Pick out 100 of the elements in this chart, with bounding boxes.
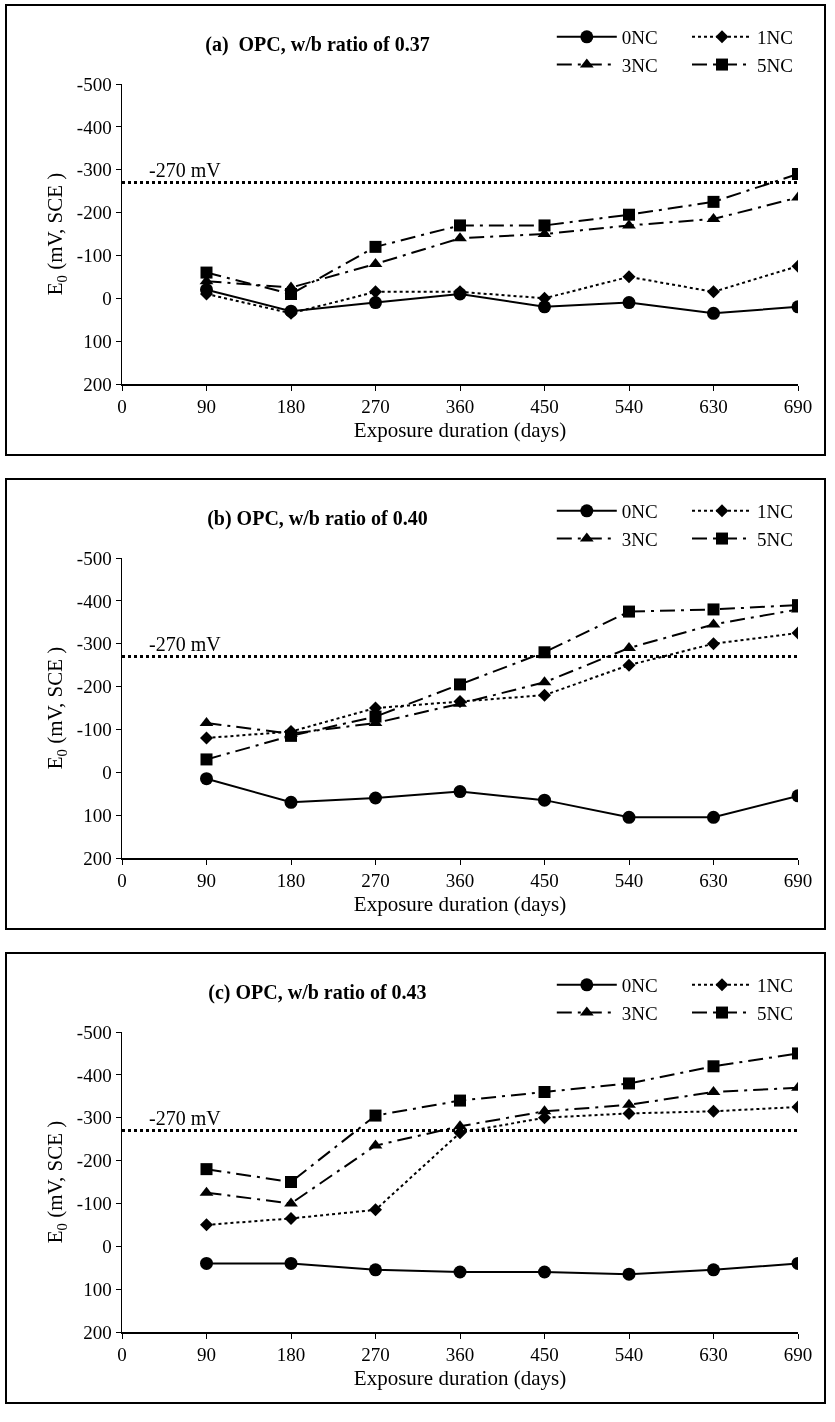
y-tick-label: -400 xyxy=(76,590,112,612)
point xyxy=(454,678,466,691)
point xyxy=(453,1120,467,1130)
x-tick-label: 270 xyxy=(361,1344,390,1366)
y-tick-label: -100 xyxy=(76,1193,112,1215)
point xyxy=(453,785,467,799)
legend-label: 5NC xyxy=(757,528,793,550)
y-tick-label: -100 xyxy=(76,245,112,267)
legend-label: 1NC xyxy=(757,27,793,49)
y-tick-label: -500 xyxy=(76,547,112,569)
legend-label: 1NC xyxy=(757,975,793,997)
point xyxy=(285,1176,297,1188)
x-tick-label: 90 xyxy=(197,870,216,892)
y-tick-label: -100 xyxy=(76,719,112,741)
y-tick-label: 200 xyxy=(83,1321,112,1343)
point xyxy=(538,219,551,232)
y-tick-label: 100 xyxy=(83,804,112,826)
x-axis-title: Exposure duration (days) xyxy=(353,1366,567,1391)
point xyxy=(707,603,720,616)
x-tick-label: 360 xyxy=(445,396,475,418)
y-tick-label: -200 xyxy=(76,676,112,698)
ref-line-label: -270 mV xyxy=(149,633,222,655)
point xyxy=(707,1263,720,1277)
point xyxy=(369,1109,382,1122)
point xyxy=(369,1263,382,1277)
legend-label: 0NC xyxy=(621,501,658,523)
point xyxy=(200,1256,213,1270)
point xyxy=(623,1077,635,1090)
x-tick-label: 0 xyxy=(117,870,127,892)
point xyxy=(707,1060,720,1073)
point xyxy=(285,288,297,300)
x-tick-label: 180 xyxy=(276,1344,306,1366)
y-tick-label: -400 xyxy=(76,116,112,138)
x-tick-label: 0 xyxy=(117,1344,127,1366)
x-tick-label: 540 xyxy=(614,870,644,892)
x-tick-label: 630 xyxy=(699,1344,728,1366)
chart-title: (a) OPC, w/b ratio of 0.37 xyxy=(205,33,430,57)
point xyxy=(622,296,636,310)
point xyxy=(200,1163,213,1176)
point xyxy=(707,810,720,824)
legend-label: 3NC xyxy=(621,54,658,76)
point xyxy=(538,688,551,702)
point xyxy=(538,1265,551,1279)
point xyxy=(707,306,720,320)
x-tick-label: 540 xyxy=(614,1344,644,1366)
x-tick-label: 90 xyxy=(197,1344,216,1366)
y-tick-label: -300 xyxy=(76,159,112,181)
point xyxy=(454,219,466,232)
y-tick-label: -300 xyxy=(76,1107,112,1129)
x-tick-label: 690 xyxy=(783,396,813,418)
point xyxy=(454,1094,466,1107)
x-tick-label: 360 xyxy=(445,870,475,892)
y-tick-label: 200 xyxy=(83,847,112,869)
x-tick-label: 450 xyxy=(530,396,559,418)
legend-label: 5NC xyxy=(757,1002,793,1024)
point xyxy=(369,791,382,805)
point xyxy=(369,240,382,253)
point xyxy=(622,810,636,824)
point xyxy=(200,772,213,786)
point xyxy=(622,1106,636,1120)
legend-label: 5NC xyxy=(757,54,793,76)
x-tick-label: 690 xyxy=(783,870,813,892)
point xyxy=(623,208,635,221)
point xyxy=(369,296,382,310)
x-tick-label: 270 xyxy=(361,870,390,892)
legend-label: 0NC xyxy=(621,27,658,49)
y-tick-label: -300 xyxy=(76,633,112,655)
point xyxy=(284,1197,298,1207)
point xyxy=(707,195,720,208)
point xyxy=(622,270,636,284)
y-tick-label: -200 xyxy=(76,1150,112,1172)
x-tick-label: 180 xyxy=(276,396,306,418)
legend-label: 3NC xyxy=(621,1002,658,1024)
y-tick-label: 0 xyxy=(102,1235,112,1257)
ref-line-label: -270 mV xyxy=(149,1107,222,1129)
legend-label: 0NC xyxy=(621,975,658,997)
point xyxy=(707,637,720,651)
point xyxy=(200,266,213,279)
x-tick-label: 270 xyxy=(361,396,390,418)
y-tick-label: -500 xyxy=(76,1021,112,1043)
x-tick-label: 540 xyxy=(614,396,644,418)
point xyxy=(707,285,720,299)
point xyxy=(284,1211,298,1225)
legend-label: 1NC xyxy=(757,501,793,523)
point xyxy=(623,605,635,618)
x-tick-label: 450 xyxy=(530,1344,559,1366)
legend-label: 3NC xyxy=(621,528,658,550)
chart-title: (b) OPC, w/b ratio of 0.40 xyxy=(207,507,428,531)
y-tick-label: -500 xyxy=(76,73,112,95)
point xyxy=(200,731,213,745)
point xyxy=(707,1104,720,1118)
x-tick-label: 450 xyxy=(530,870,559,892)
x-tick-label: 90 xyxy=(197,396,216,418)
chart-title: (c) OPC, w/b ratio of 0.43 xyxy=(208,981,427,1005)
y-tick-label: 0 xyxy=(102,761,112,783)
point xyxy=(622,658,636,672)
ref-line-label: -270 mV xyxy=(149,159,222,181)
x-tick-label: 630 xyxy=(699,870,728,892)
point xyxy=(369,285,382,299)
x-tick-label: 180 xyxy=(276,870,306,892)
